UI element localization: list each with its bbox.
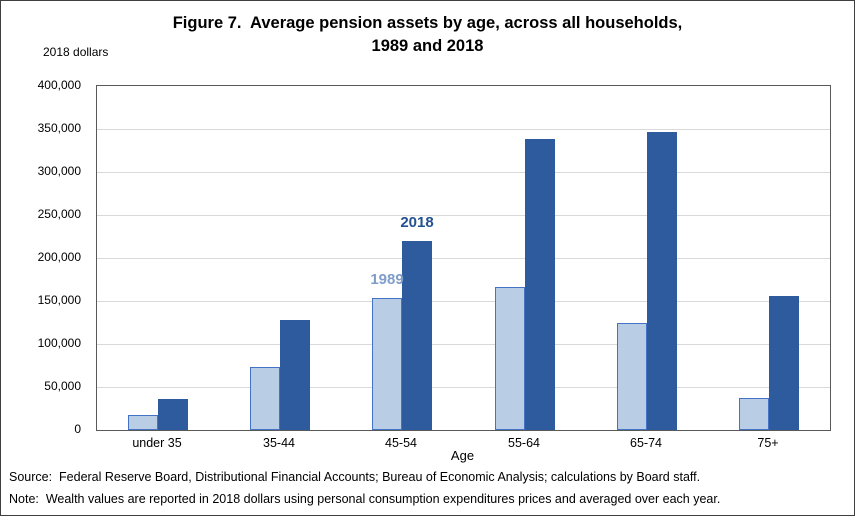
bar-2018-35-44 xyxy=(280,320,310,430)
chart-title-line-1: Figure 7. Average pension assets by age,… xyxy=(172,14,683,32)
gridline xyxy=(97,344,830,345)
x-tick-label: 35-44 xyxy=(263,436,295,450)
x-tick-label: 45-54 xyxy=(385,436,417,450)
gridline xyxy=(97,387,830,388)
bar-1989-55-64 xyxy=(495,287,525,430)
bar-2018-65-74 xyxy=(647,132,677,430)
y-tick-label: 300,000 xyxy=(37,164,81,178)
series-label-2018: 2018 xyxy=(400,214,434,231)
bar-1989-65-74 xyxy=(617,323,647,430)
gridline xyxy=(97,215,830,216)
plot-area: 1989 2018 xyxy=(96,85,831,431)
bar-2018-45-54 xyxy=(402,241,432,430)
x-tick-label: 55-64 xyxy=(508,436,540,450)
bar-1989-75+ xyxy=(739,398,769,430)
y-tick-label: 100,000 xyxy=(37,336,81,350)
y-axis-unit-label: 2018 dollars xyxy=(43,45,109,59)
x-tick-label: 65-74 xyxy=(630,436,662,450)
bar-1989-under-35 xyxy=(128,415,158,430)
x-tick-label: under 35 xyxy=(132,436,182,450)
y-tick-label: 0 xyxy=(74,422,81,436)
x-tick-label: 75+ xyxy=(757,436,779,450)
y-tick-label: 50,000 xyxy=(44,379,81,393)
y-tick-label: 400,000 xyxy=(37,78,81,92)
x-axis-tick-labels: under 35 35-44 45-54 55-64 65-74 75+ xyxy=(96,436,829,452)
chart-title: Figure 7. Average pension assets by age,… xyxy=(1,12,854,58)
y-axis-tick-labels: 0 50,000 100,000 150,000 200,000 250,000 300,0… xyxy=(1,78,89,436)
x-axis-title: Age xyxy=(450,448,475,463)
chart-title-line-2: 1989 and 2018 xyxy=(371,37,484,55)
y-tick-label: 150,000 xyxy=(37,293,81,307)
y-tick-label: 200,000 xyxy=(37,250,81,264)
gridline xyxy=(97,301,830,302)
data-note: Note: Wealth values are reported in 2018… xyxy=(9,492,721,506)
source-note: Source: Federal Reserve Board, Distribut… xyxy=(9,470,701,484)
y-tick-label: 350,000 xyxy=(37,121,81,135)
bar-2018-under-35 xyxy=(158,399,188,430)
bar-2018-75+ xyxy=(769,296,799,430)
bar-1989-45-54 xyxy=(372,298,402,430)
bar-1989-35-44 xyxy=(250,367,280,430)
gridline xyxy=(97,129,830,130)
series-label-1989: 1989 xyxy=(370,271,404,288)
bar-2018-55-64 xyxy=(525,139,555,430)
y-tick-label: 250,000 xyxy=(37,207,81,221)
gridline xyxy=(97,172,830,173)
gridline xyxy=(97,258,830,259)
